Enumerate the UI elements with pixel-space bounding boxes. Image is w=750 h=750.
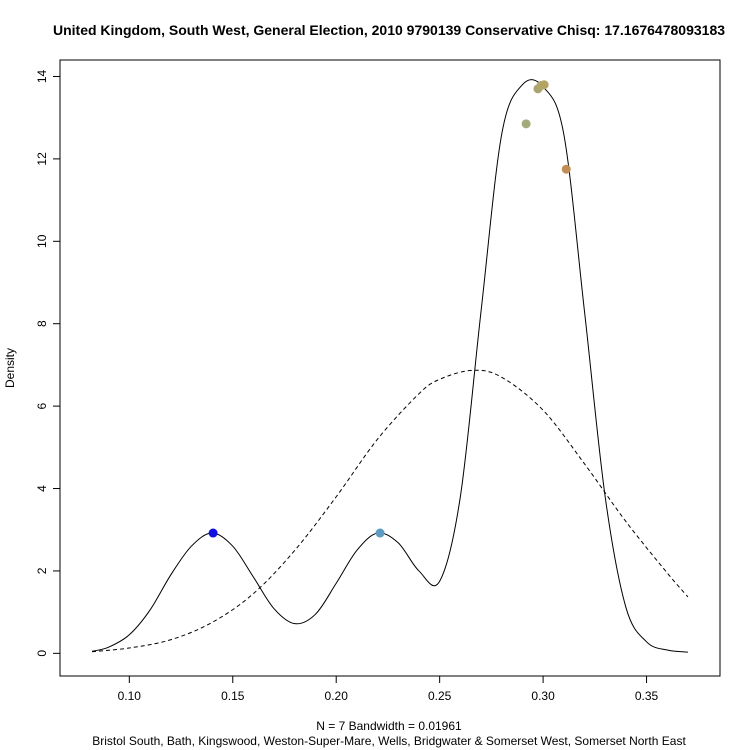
points-layer	[208, 80, 571, 538]
x-axis: 0.10 0.15 0.20 0.25 0.30 0.35	[118, 675, 659, 703]
x-tick-label: 0.15	[221, 689, 245, 703]
plot-frame	[59, 59, 721, 677]
y-tick-label: 12	[35, 152, 49, 166]
x-tick-label: 0.25	[428, 689, 452, 703]
chart-subtitle: Bristol South, Bath, Kingswood, Weston-S…	[92, 734, 686, 748]
x-tick-label: 0.20	[325, 689, 349, 703]
data-point	[539, 80, 549, 90]
x-tick-label: 0.30	[531, 689, 555, 703]
normal-fit-curve	[92, 369, 689, 653]
y-tick-label: 2	[35, 567, 49, 574]
data-point	[561, 164, 571, 174]
y-tick-label: 4	[35, 485, 49, 492]
y-tick-label: 14	[35, 69, 49, 83]
y-axis: 0 2 4 6 8 10 12 14	[35, 69, 61, 657]
x-axis-label: N = 7 Bandwidth = 0.01961	[316, 719, 462, 733]
chart-title: United Kingdom, South West, General Elec…	[53, 22, 725, 38]
data-point	[521, 119, 531, 129]
data-point	[375, 528, 385, 538]
x-tick-label: 0.10	[118, 689, 142, 703]
series-layer	[91, 79, 689, 653]
x-tick-label: 0.35	[635, 689, 659, 703]
y-axis-label: Density	[3, 348, 17, 388]
y-tick-label: 10	[35, 234, 49, 248]
y-tick-label: 8	[35, 320, 49, 327]
y-tick-label: 6	[35, 402, 49, 409]
data-point	[208, 528, 218, 538]
y-tick-label: 0	[35, 650, 49, 657]
density-curve	[91, 79, 688, 653]
